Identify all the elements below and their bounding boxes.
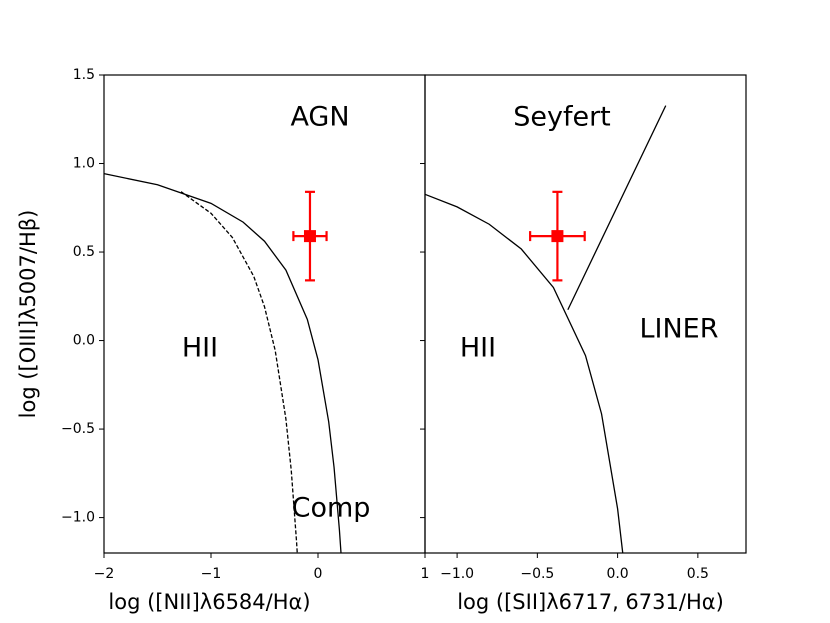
region-label: LINER	[639, 314, 718, 345]
y-tick-label: 1.0	[73, 156, 95, 172]
region-label: HII	[460, 333, 496, 364]
x-tick-label: −1	[201, 566, 222, 582]
region-label: HII	[182, 333, 218, 364]
x-tick-label: 0.0	[606, 566, 628, 582]
data-point	[551, 230, 564, 243]
x-tick-label: 0.5	[687, 566, 709, 582]
x-tick-label: 0	[314, 566, 323, 582]
y-tick-label: 1.5	[73, 67, 95, 83]
axes-frame	[103, 74, 426, 554]
x-axis-label: log ([NII]λ6584/Hα)	[108, 590, 310, 614]
region-label: Seyfert	[513, 102, 611, 133]
region-label: Comp	[292, 493, 371, 524]
y-tick-label: −1.0	[61, 510, 95, 526]
x-tick-label: −2	[94, 566, 115, 582]
region-label: AGN	[290, 102, 349, 133]
y-tick-label: 0.0	[73, 333, 95, 349]
axes-frame	[424, 74, 747, 554]
x-tick-label: −1.0	[440, 566, 474, 582]
curve	[103, 172, 342, 554]
x-axis-label: log ([SII]λ6717, 6731/Hα)	[457, 590, 724, 614]
curve	[424, 193, 624, 554]
y-axis-label: log ([OIII]λ5007/Hβ)	[16, 210, 40, 419]
y-tick-label: 0.5	[73, 244, 95, 260]
data-point	[303, 230, 316, 243]
y-tick-label: −0.5	[61, 421, 95, 437]
x-tick-label: 1	[421, 566, 430, 582]
curve	[180, 191, 298, 554]
curve	[567, 105, 667, 311]
x-tick-label: −0.5	[520, 566, 554, 582]
